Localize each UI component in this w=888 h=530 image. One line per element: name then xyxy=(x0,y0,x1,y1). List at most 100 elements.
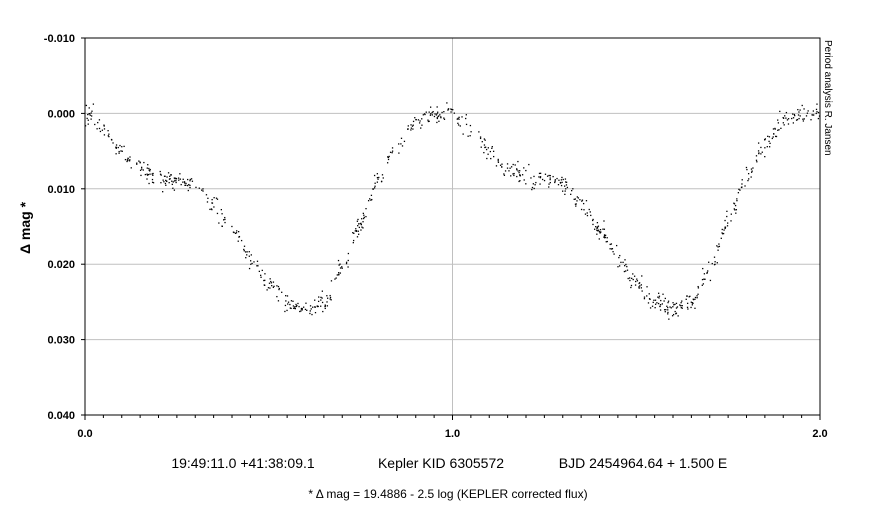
data-point xyxy=(602,228,604,230)
data-point xyxy=(603,234,606,236)
data-point xyxy=(760,153,762,155)
data-point xyxy=(657,292,660,294)
data-point xyxy=(519,174,521,176)
data-point xyxy=(691,304,693,306)
data-point xyxy=(380,180,383,182)
data-point xyxy=(195,186,197,189)
data-point xyxy=(270,282,273,284)
data-point xyxy=(450,111,452,113)
data-point xyxy=(378,176,380,179)
data-point xyxy=(741,179,743,181)
data-point xyxy=(680,306,682,309)
data-point xyxy=(321,297,323,299)
data-point xyxy=(250,254,252,256)
data-point xyxy=(646,286,648,288)
data-point xyxy=(286,309,288,312)
data-point xyxy=(686,306,689,309)
data-point xyxy=(465,114,467,116)
data-point xyxy=(324,305,326,307)
data-point xyxy=(643,296,646,298)
data-point xyxy=(411,125,414,127)
data-point xyxy=(237,240,239,242)
data-point xyxy=(543,179,546,182)
data-point xyxy=(667,306,669,309)
data-point xyxy=(258,270,260,273)
data-point xyxy=(620,261,622,264)
data-point xyxy=(624,259,626,261)
data-point xyxy=(373,187,376,189)
data-point xyxy=(257,265,259,267)
data-point xyxy=(706,272,708,274)
data-point xyxy=(730,213,732,215)
data-point xyxy=(557,183,560,186)
data-point xyxy=(772,136,774,138)
data-point xyxy=(143,161,145,164)
data-point xyxy=(549,181,551,184)
data-point xyxy=(294,306,296,308)
data-point xyxy=(638,282,641,284)
data-point xyxy=(646,295,648,297)
data-point xyxy=(112,142,114,144)
data-point xyxy=(727,222,729,224)
data-point xyxy=(774,135,777,138)
data-point xyxy=(256,260,259,262)
data-point xyxy=(696,297,698,299)
data-point xyxy=(516,175,518,178)
data-point xyxy=(400,143,402,145)
data-point xyxy=(664,311,666,313)
data-point xyxy=(513,174,515,177)
data-point xyxy=(357,225,359,227)
data-point xyxy=(572,188,574,190)
data-point xyxy=(565,181,567,183)
data-point xyxy=(576,200,578,202)
data-point xyxy=(452,109,454,111)
data-point xyxy=(481,141,483,143)
data-point xyxy=(565,181,568,183)
data-point xyxy=(118,150,120,153)
data-point xyxy=(675,312,678,314)
data-point xyxy=(428,111,430,113)
data-point xyxy=(596,227,598,229)
data-point xyxy=(497,158,499,161)
data-point xyxy=(586,212,588,214)
data-point xyxy=(583,209,585,211)
data-point xyxy=(686,295,688,297)
data-point xyxy=(767,135,769,137)
data-points xyxy=(84,102,821,320)
data-point xyxy=(108,133,110,135)
data-point xyxy=(747,173,750,175)
data-point xyxy=(146,167,148,169)
data-point xyxy=(202,188,204,190)
data-point xyxy=(286,295,289,297)
data-point xyxy=(362,212,364,215)
data-point xyxy=(124,158,127,161)
data-point xyxy=(186,178,189,181)
data-point xyxy=(575,205,577,207)
data-point xyxy=(665,308,667,311)
data-point xyxy=(764,147,766,149)
data-point xyxy=(736,198,738,200)
data-point xyxy=(514,164,516,166)
data-point xyxy=(191,180,194,182)
data-point xyxy=(127,158,129,160)
data-point xyxy=(352,242,354,244)
data-point xyxy=(657,302,660,305)
data-point xyxy=(484,139,486,141)
data-point xyxy=(603,236,605,238)
data-point xyxy=(564,190,566,192)
data-point xyxy=(565,184,568,186)
data-point xyxy=(690,301,692,303)
data-point xyxy=(436,121,438,124)
data-point xyxy=(400,137,403,139)
data-point xyxy=(674,303,676,306)
data-point xyxy=(357,230,359,232)
data-point xyxy=(365,215,367,218)
data-point xyxy=(211,198,213,201)
data-point xyxy=(339,263,341,265)
data-point xyxy=(152,174,154,176)
data-point xyxy=(815,108,818,111)
data-point xyxy=(159,173,162,175)
data-point xyxy=(99,130,102,133)
data-point xyxy=(320,296,322,299)
data-point xyxy=(264,279,266,282)
